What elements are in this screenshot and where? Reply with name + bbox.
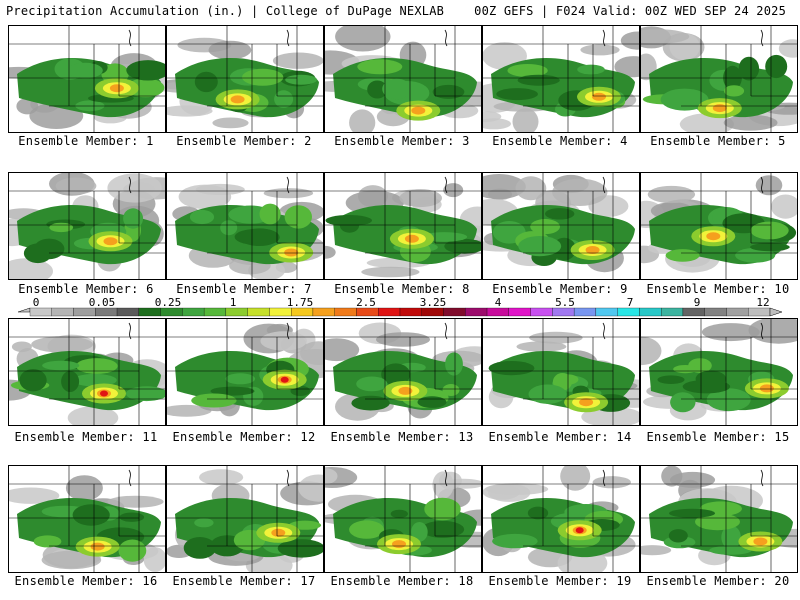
header-title: Precipitation Accumulation (in.) | Colle… [6,4,445,18]
ensemble-member-map [8,465,166,573]
color-scale-legend [17,307,783,317]
legend-tick-label: 0.05 [88,296,116,309]
ensemble-member-map [166,465,324,573]
ensemble-member-map [8,318,166,426]
panel-caption: Ensemble Member: 15 [646,430,790,444]
legend-tick-label: 9 [693,296,701,309]
ensemble-member-map [482,25,640,133]
ensemble-member-map [324,172,482,280]
panel-caption: Ensemble Member: 8 [334,282,470,296]
ensemble-member-map [640,465,798,573]
panel-caption: Ensemble Member: 2 [176,134,312,148]
ensemble-member-map [324,25,482,133]
panel-caption: Ensemble Member: 19 [488,574,632,588]
legend-tick-label: 1 [229,296,237,309]
ensemble-member-map [482,465,640,573]
panel-caption: Ensemble Member: 12 [172,430,316,444]
ensemble-member-map [324,465,482,573]
legend-tick-label: 5.5 [555,296,575,309]
panel-caption: Ensemble Member: 20 [646,574,790,588]
legend-tick-label: 7 [626,296,634,309]
ensemble-member-map [8,172,166,280]
panel-caption: Ensemble Member: 16 [14,574,158,588]
panel-caption: Ensemble Member: 5 [650,134,786,148]
panel-caption: Ensemble Member: 6 [18,282,154,296]
panel-caption: Ensemble Member: 18 [330,574,474,588]
legend-tick-label: 3.25 [419,296,447,309]
ensemble-member-map [166,25,324,133]
panel-caption: Ensemble Member: 13 [330,430,474,444]
ensemble-member-map [8,25,166,133]
panel-caption: Ensemble Member: 14 [488,430,632,444]
panel-caption: Ensemble Member: 1 [18,134,154,148]
panel-caption: Ensemble Member: 4 [492,134,628,148]
legend-tick-label: 2.5 [356,296,376,309]
legend-tick-label: 4 [494,296,502,309]
legend-tick-label: 0.25 [154,296,182,309]
ensemble-member-map [640,25,798,133]
ensemble-member-map [640,318,798,426]
legend-tick-label: 1.75 [286,296,314,309]
ensemble-member-map [324,318,482,426]
panel-caption: Ensemble Member: 9 [492,282,628,296]
ensemble-member-map [166,172,324,280]
header-valid-time: 00Z GEFS | F024 Valid: 00Z WED SEP 24 20… [474,4,786,18]
panel-caption: Ensemble Member: 17 [172,574,316,588]
legend-tick-label: 0 [32,296,40,309]
panel-caption: Ensemble Member: 10 [646,282,790,296]
panel-caption: Ensemble Member: 7 [176,282,312,296]
ensemble-member-map [166,318,324,426]
ensemble-member-map [482,318,640,426]
ensemble-member-map [640,172,798,280]
panel-caption: Ensemble Member: 3 [334,134,470,148]
panel-caption: Ensemble Member: 11 [14,430,158,444]
legend-tick-label: 12 [756,296,770,309]
ensemble-member-map [482,172,640,280]
